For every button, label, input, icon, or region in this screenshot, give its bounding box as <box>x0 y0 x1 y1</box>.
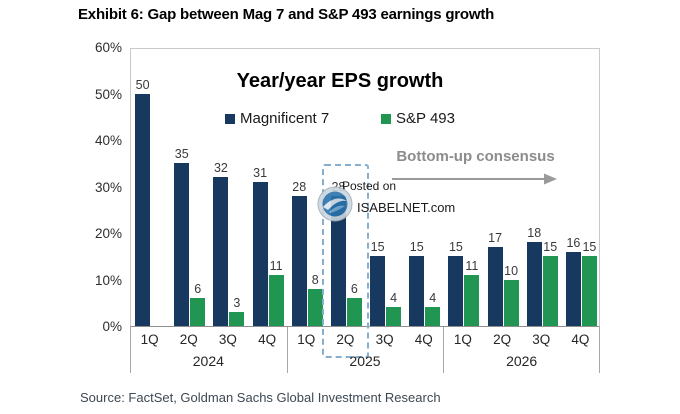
y-tick-label: 0% <box>102 319 122 334</box>
bar-value-label: 50 <box>135 77 150 92</box>
x-tick-quarter-label: 3Q <box>375 332 394 347</box>
x-year-label: 2026 <box>506 353 538 369</box>
y-axis: 60% 50% 40% 30% 20% 10% 0% <box>60 40 122 334</box>
bar-value-label: 4 <box>390 291 398 306</box>
exhibit-title: Exhibit 6: Gap between Mag 7 and S&P 493… <box>78 6 495 23</box>
y-tick-label: 60% <box>94 40 122 55</box>
x-tick-quarter-label: 1Q <box>297 332 316 347</box>
bar-value-label: 6 <box>194 282 202 297</box>
bar-value-label: 15 <box>543 240 558 255</box>
year-divider-line <box>443 327 445 373</box>
legend: Magnificent 7 S&P 493 <box>225 110 455 127</box>
bar-s-p-493-4q-2026 <box>581 256 597 326</box>
bar-s-p-493-2q-2025 <box>346 298 362 326</box>
bar-value-label: 8 <box>311 272 319 287</box>
bar-s-p-493-4q-2024 <box>268 274 284 326</box>
plot-area: 50 35 32 31 28 28 15 15 15 17 18 16 6 3 11 8 6 4 4 11 10 15 15 <box>130 48 600 327</box>
x-tick-quarter-label: 4Q <box>571 332 590 347</box>
legend-swatch-sp493 <box>381 113 392 124</box>
bar-value-label: 35 <box>174 147 189 162</box>
bar-magnificent-7-1q-2026 <box>448 256 464 326</box>
bar-magnificent-7-3q-2026 <box>526 242 542 326</box>
bar-value-label: 18 <box>527 226 542 241</box>
x-year-label: 2024 <box>192 353 224 369</box>
bar-value-label: 4 <box>429 291 437 306</box>
x-tick-quarter-label: 1Q <box>453 332 472 347</box>
bar-s-p-493-3q-2025 <box>386 307 402 326</box>
watermark-posted-on: Posted on <box>342 179 397 193</box>
x-tick-quarter-label: 4Q <box>258 332 277 347</box>
x-tick-quarter-label: 3Q <box>532 332 551 347</box>
bar-magnificent-7-4q-2025 <box>409 256 425 326</box>
bar-value-label: 31 <box>253 165 268 180</box>
bar-s-p-493-3q-2024 <box>229 312 245 326</box>
isabelnet-logo-icon <box>317 186 353 222</box>
x-tick-quarter-label: 1Q <box>140 332 159 347</box>
x-axis: 1Q 2Q 3Q 4Q 1Q 2Q 3Q 4Q 1Q 2Q 3Q 4Q 2024 2025 2026 <box>130 327 600 373</box>
bar-magnificent-7-1q-2025 <box>291 195 307 326</box>
watermark-isabelnet: ISABELNET.com <box>357 200 456 215</box>
bar-s-p-493-3q-2026 <box>542 256 558 326</box>
legend-item-sp493: S&P 493 <box>381 110 455 127</box>
right-arrow-icon <box>392 173 557 185</box>
bar-value-label: 28 <box>292 179 307 194</box>
highlight-box-2q-2025 <box>321 164 369 358</box>
chart-title: Year/year EPS growth <box>236 70 444 92</box>
bar-value-label: 11 <box>269 258 283 273</box>
bar-s-p-493-1q-2025 <box>307 288 323 326</box>
x-tick-quarter-label: 2Q <box>336 332 355 347</box>
legend-item-magnificent-7: Magnificent 7 <box>225 110 329 127</box>
y-tick-label: 40% <box>94 133 122 148</box>
bar-value-label: 11 <box>465 258 479 273</box>
bar-value-label: 16 <box>566 235 581 250</box>
bar-s-p-493-1q-2026 <box>464 274 480 326</box>
bar-value-label: 3 <box>233 296 241 311</box>
year-divider-line <box>286 327 288 373</box>
x-year-label: 2025 <box>349 353 381 369</box>
legend-swatch-mag7 <box>225 113 235 124</box>
year-divider-line <box>599 327 600 373</box>
bar-magnificent-7-2q-2025 <box>330 195 346 326</box>
bar-value-label: 15 <box>448 240 463 255</box>
bar-s-p-493-2q-2026 <box>503 279 519 326</box>
bar-magnificent-7-3q-2025 <box>370 256 386 326</box>
bar-magnificent-7-2q-2024 <box>174 163 190 326</box>
y-tick-label: 10% <box>94 272 122 288</box>
legend-label-mag7: Magnificent 7 <box>240 110 330 127</box>
bar-magnificent-7-4q-2026 <box>565 251 581 326</box>
bar-value-label: 10 <box>504 263 519 278</box>
y-tick-label: 50% <box>94 86 122 102</box>
bar-value-label: 15 <box>409 240 424 255</box>
legend-label-sp493: S&P 493 <box>396 110 455 127</box>
bar-value-label: 32 <box>213 161 228 176</box>
year-divider-line <box>130 327 131 373</box>
bar-value-label: 15 <box>370 240 385 255</box>
x-tick-quarter-label: 2Q <box>493 332 512 347</box>
bar-magnificent-7-2q-2026 <box>487 246 503 326</box>
bar-s-p-493-2q-2024 <box>190 298 206 326</box>
x-tick-quarter-label: 2Q <box>179 332 198 347</box>
x-tick-quarter-label: 3Q <box>218 332 237 347</box>
bar-value-label: 15 <box>582 240 597 255</box>
annotation-bottom-up-consensus: Bottom-up consensus <box>396 148 555 165</box>
y-tick-label: 30% <box>94 179 122 195</box>
bar-value-label: 6 <box>350 282 358 297</box>
bar-magnificent-7-4q-2024 <box>252 181 268 326</box>
source-attribution: Source: FactSet, Goldman Sachs Global In… <box>80 390 441 405</box>
y-tick-label: 20% <box>94 226 122 241</box>
bar-value-label: 17 <box>488 230 503 245</box>
bar-s-p-493-4q-2025 <box>425 307 441 326</box>
bar-magnificent-7-3q-2024 <box>213 177 229 326</box>
bar-magnificent-7-1q-2024 <box>135 93 151 326</box>
x-tick-quarter-label: 4Q <box>414 332 433 347</box>
